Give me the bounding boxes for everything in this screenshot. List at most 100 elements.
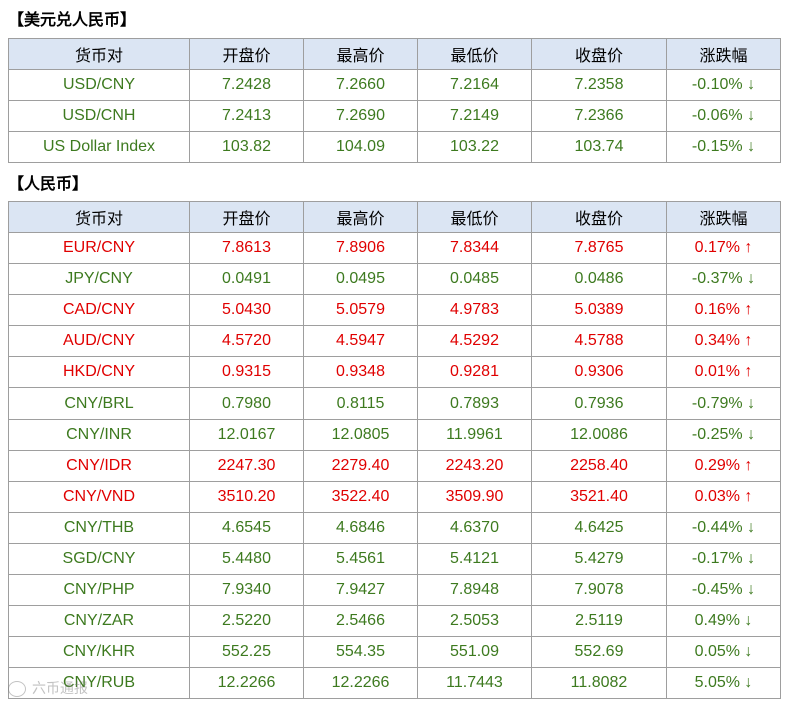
cell-change: -0.06% ↓	[666, 100, 781, 132]
cell-close: 7.2366	[531, 100, 667, 132]
cell-high: 0.8115	[303, 387, 418, 420]
cell-pair: CAD/CNY	[8, 294, 190, 327]
cell-pair: CNY/ZAR	[8, 605, 190, 638]
cell-pair: CNY/KHR	[8, 636, 190, 669]
cell-pair: CNY/VND	[8, 480, 190, 513]
col-header-high: 最高价	[303, 201, 418, 233]
cell-pair: CNY/BRL	[8, 387, 190, 420]
cell-low: 3509.90	[417, 480, 532, 513]
cell-low: 4.9783	[417, 294, 532, 327]
cell-pair: AUD/CNY	[8, 325, 190, 358]
cell-pair: CNY/PHP	[8, 574, 190, 607]
cell-open: 2.5220	[189, 605, 304, 638]
table-row: HKD/CNY 0.9315 0.9348 0.9281 0.9306 0.01% ↑	[8, 356, 781, 389]
cell-open: 552.25	[189, 636, 304, 669]
cell-pair: HKD/CNY	[8, 356, 190, 389]
cell-low: 2.5053	[417, 605, 532, 638]
cell-close: 11.8082	[531, 667, 667, 700]
cell-close: 4.5788	[531, 325, 667, 358]
cell-open: 5.0430	[189, 294, 304, 327]
col-header-low: 最低价	[417, 201, 532, 233]
section-title-usd-cny: 【美元兑人民币】	[8, 10, 137, 29]
col-header-pair: 货币对	[8, 38, 190, 70]
cell-high: 7.2660	[303, 69, 418, 101]
table-row: CNY/THB 4.6545 4.6846 4.6370 4.6425 -0.44% ↓	[8, 511, 781, 544]
cell-low: 2243.20	[417, 449, 532, 482]
table-header-row: 货币对 开盘价 最高价 最低价 收盘价 涨跌幅	[8, 38, 781, 70]
cell-low: 0.7893	[417, 387, 532, 420]
cell-low: 5.4121	[417, 542, 532, 576]
table-row: CNY/RUB 12.2266 12.2266 11.7443 11.8082 5.05%…	[8, 667, 781, 700]
cell-low: 0.0485	[417, 263, 532, 296]
table-row: US Dollar Index 103.82 104.09 103.22 103.74-…	[8, 131, 781, 163]
cell-low: 4.5292	[417, 325, 532, 358]
cell-low: 7.2149	[417, 100, 532, 132]
cell-close: 552.69	[531, 636, 667, 669]
table-row: CNY/VND 3510.20 3522.40 3509.90 3521.40 0.03%…	[8, 480, 781, 513]
col-header-low: 最低价	[417, 38, 532, 70]
cell-low: 551.09	[417, 636, 532, 669]
cell-change: 0.16% ↑	[666, 294, 781, 327]
cell-pair: US Dollar Index	[8, 131, 190, 163]
cell-close: 12.0086	[531, 418, 667, 451]
cell-open: 3510.20	[189, 480, 304, 513]
cell-high: 7.8906	[303, 231, 418, 265]
col-header-open: 开盘价	[189, 201, 304, 233]
cell-pair: EUR/CNY	[8, 231, 190, 265]
cell-low: 4.6370	[417, 511, 532, 544]
cell-close: 0.9306	[531, 356, 667, 389]
cell-high: 7.2690	[303, 100, 418, 132]
cell-high: 3522.40	[303, 480, 418, 513]
cell-close: 0.0486	[531, 263, 667, 296]
cell-change: 0.34% ↑	[666, 325, 781, 358]
cell-high: 2.5466	[303, 605, 418, 638]
cell-open: 7.9340	[189, 574, 304, 607]
cell-open: 5.4480	[189, 542, 304, 576]
cell-change: 0.17% ↑	[666, 231, 781, 265]
cell-pair: CNY/RUB	[8, 667, 190, 700]
cell-high: 554.35	[303, 636, 418, 669]
table-row: SGD/CNY 5.4480 5.4561 5.4121 5.4279 -0.17% ↓	[8, 542, 781, 576]
cell-pair: USD/CNH	[8, 100, 190, 132]
cell-change: -0.44% ↓	[666, 511, 781, 544]
cell-high: 7.9427	[303, 574, 418, 607]
section-title-cny: 【人民币】	[8, 174, 89, 193]
cell-low: 103.22	[417, 131, 532, 163]
cell-change: 0.29% ↑	[666, 449, 781, 482]
cell-close: 7.2358	[531, 69, 667, 101]
cell-change: 0.05% ↓	[666, 636, 781, 669]
usd-cny-table-body: USD/CNY 7.2428 7.2660 7.2164 7.2358 -0.10% ↓ U…	[8, 69, 781, 163]
cell-change: -0.25% ↓	[666, 418, 781, 451]
table-row: JPY/CNY 0.0491 0.0495 0.0485 0.0486 -0.37% ↓	[8, 263, 781, 296]
cell-change: 0.03% ↑	[666, 480, 781, 513]
cell-change: -0.17% ↓	[666, 542, 781, 576]
cell-low: 7.8948	[417, 574, 532, 607]
cell-open: 12.2266	[189, 667, 304, 700]
cell-high: 0.9348	[303, 356, 418, 389]
cell-low: 7.2164	[417, 69, 532, 101]
cell-change: -0.37% ↓	[666, 263, 781, 296]
cell-change: -0.10% ↓	[666, 69, 781, 101]
table-row: CNY/BRL 0.7980 0.8115 0.7893 0.7936 -0.79% ↓	[8, 387, 781, 420]
cell-open: 103.82	[189, 131, 304, 163]
cell-high: 5.0579	[303, 294, 418, 327]
cell-open: 12.0167	[189, 418, 304, 451]
table-row: CAD/CNY 5.0430 5.0579 4.9783 5.0389 0.16% ↑	[8, 294, 781, 327]
cell-low: 7.8344	[417, 231, 532, 265]
col-header-high: 最高价	[303, 38, 418, 70]
cell-change: 0.49% ↓	[666, 605, 781, 638]
table-row: CNY/INR 12.0167 12.0805 11.9961 12.0086 -0.25…	[8, 418, 781, 451]
cell-high: 2279.40	[303, 449, 418, 482]
cell-change: 0.01% ↑	[666, 356, 781, 389]
cell-close: 2258.40	[531, 449, 667, 482]
cell-pair: JPY/CNY	[8, 263, 190, 296]
col-header-open: 开盘价	[189, 38, 304, 70]
cell-high: 4.5947	[303, 325, 418, 358]
cell-high: 0.0495	[303, 263, 418, 296]
cell-pair: SGD/CNY	[8, 542, 190, 576]
cell-open: 7.2413	[189, 100, 304, 132]
cell-close: 7.8765	[531, 231, 667, 265]
table-row: USD/CNH 7.2413 7.2690 7.2149 7.2366 -0.06% ↓	[8, 100, 781, 132]
cell-high: 4.6846	[303, 511, 418, 544]
cell-pair: CNY/INR	[8, 418, 190, 451]
